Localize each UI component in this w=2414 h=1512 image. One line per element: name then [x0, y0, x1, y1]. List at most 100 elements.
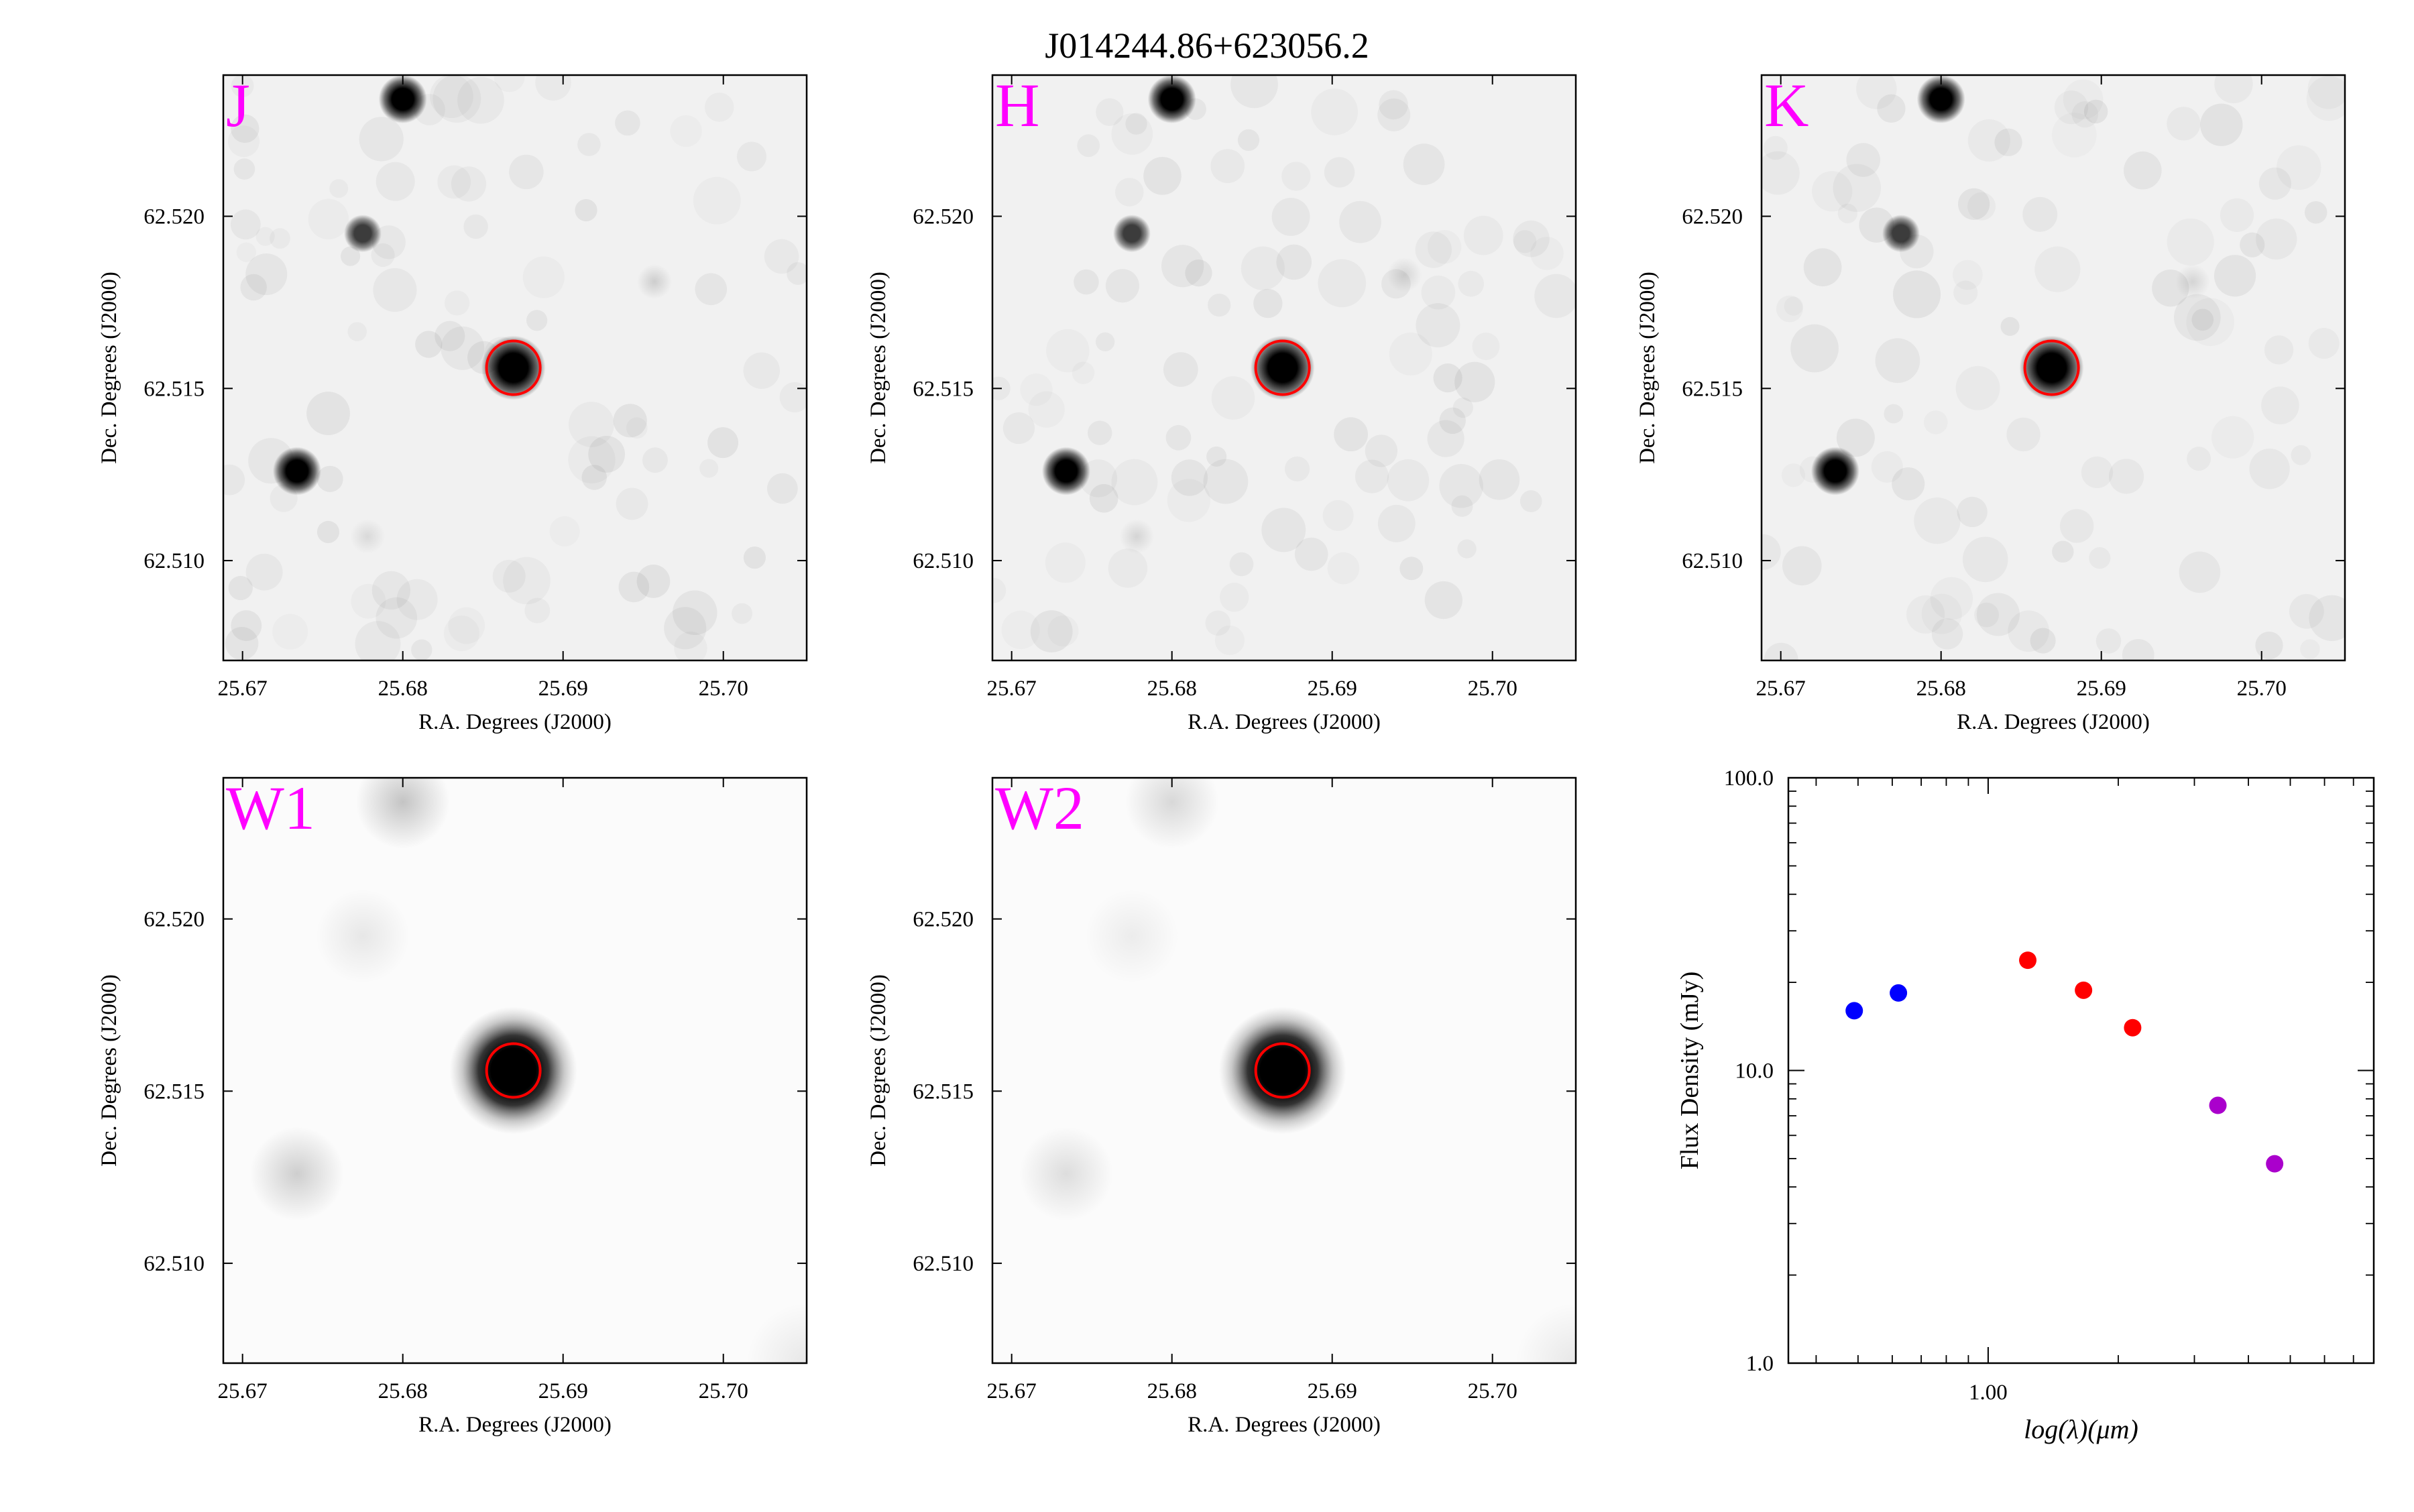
- noise-blotch: [2200, 103, 2243, 146]
- noise-blotch: [1087, 420, 1112, 445]
- noise-blotch: [1339, 200, 1381, 243]
- source: [449, 1006, 577, 1135]
- noise-blotch: [1089, 483, 1118, 513]
- noise-blotch: [526, 310, 548, 331]
- y-tick-label: 62.520: [913, 205, 974, 229]
- source: [1019, 1126, 1113, 1221]
- y-tick-label: 62.515: [913, 377, 974, 401]
- noise-blotch: [1205, 610, 1230, 636]
- y-axis-label: Dec. Degrees (J2000): [866, 974, 890, 1167]
- noise-blotch: [615, 110, 640, 136]
- y-tick-label: 62.520: [143, 205, 205, 229]
- noise-blotch: [225, 626, 259, 660]
- noise-blotch: [1846, 143, 1881, 177]
- noise-blotch: [2108, 459, 2144, 494]
- noise-blotch: [616, 487, 648, 520]
- noise-blotch: [1105, 269, 1139, 303]
- noise-blotch: [2249, 449, 2289, 489]
- noise-blotch: [1457, 539, 1476, 558]
- sed-chart: 100.0 10.0 1.0 1.00 log(λ)(μm) Flux Density (…: [1676, 766, 2375, 1444]
- sed-series-0: [1845, 984, 1908, 1020]
- noise-blotch: [1210, 149, 1245, 183]
- noise-blotch: [1513, 230, 1536, 253]
- sed-point: [2019, 951, 2037, 970]
- noise-blotch: [1111, 459, 1157, 506]
- noise-blotch: [1424, 581, 1462, 620]
- y-tick-label: 62.510: [913, 1252, 974, 1276]
- x-axis-label: R.A. Degrees (J2000): [1188, 1413, 1381, 1437]
- noise-blotch: [1002, 412, 1035, 445]
- noise-blotch: [1030, 610, 1073, 653]
- x-tick-label: 25.68: [1147, 1379, 1197, 1403]
- noise-blotch: [1237, 129, 1260, 152]
- band-label: H: [995, 71, 1039, 139]
- noise-blotch: [2211, 416, 2254, 459]
- noise-blotch: [445, 290, 469, 315]
- noise-blotch: [2072, 101, 2099, 128]
- noise-blotch: [535, 65, 571, 101]
- y-tick-label: 100.0: [1724, 766, 1774, 791]
- noise-blotch: [1782, 546, 1822, 586]
- noise-blotch: [230, 209, 261, 240]
- noise-blotch: [2191, 308, 2214, 331]
- y-tick-label: 1.0: [1746, 1352, 1774, 1376]
- noise-blotch: [1229, 552, 1254, 577]
- noise-blotch: [435, 321, 465, 351]
- noise-blotch: [1253, 288, 1283, 318]
- noise-blotch: [1838, 204, 1857, 223]
- noise-blotch: [441, 326, 485, 370]
- noise-blotch: [1163, 352, 1198, 388]
- noise-blotch: [1115, 178, 1144, 207]
- noise-blotch: [223, 464, 245, 496]
- noise-blotch: [2187, 447, 2211, 471]
- noise-blotch: [1452, 397, 1473, 418]
- noise-blotch: [707, 427, 739, 459]
- noise-blotch: [1045, 542, 1086, 583]
- noise-blotch: [1472, 333, 1499, 360]
- noise-blotch: [1872, 451, 1903, 483]
- noise-blotch: [736, 141, 767, 172]
- noise-blotch: [1439, 407, 1466, 434]
- noise-blotch: [2060, 509, 2093, 542]
- image-panels: J 25.67 25.68 25.69 25.70 62.520 62.515 62.510 R…: [97, 65, 2350, 1437]
- target-circle: [1254, 339, 1311, 396]
- noise-blotch: [1171, 459, 1208, 496]
- target-circle: [485, 339, 542, 396]
- noise-blotch: [575, 198, 597, 222]
- x-tick-label: 25.69: [2077, 677, 2126, 701]
- noise-blotch: [1165, 424, 1192, 451]
- noise-blotch: [705, 93, 734, 122]
- noise-blotch: [2309, 328, 2340, 359]
- noise-blotch: [351, 584, 386, 619]
- image-panel-h: H 25.67 25.68 25.69 25.70 62.520 62.515 62.510 R…: [866, 71, 1577, 734]
- noise-blotch: [2255, 631, 2283, 660]
- band-label: W2: [995, 774, 1084, 842]
- noise-blotch: [618, 571, 650, 603]
- source: [1916, 75, 1965, 123]
- noise-blotch: [1377, 98, 1411, 131]
- noise-blotch: [1212, 376, 1255, 420]
- noise-blotch: [376, 597, 418, 639]
- noise-blotch: [1953, 280, 1977, 304]
- noise-blotch: [550, 516, 580, 546]
- source: [350, 519, 386, 555]
- source: [1119, 519, 1155, 555]
- noise-blotch: [2308, 68, 2350, 109]
- target-circle: [1254, 1042, 1311, 1099]
- source: [343, 215, 382, 253]
- noise-blotch: [444, 616, 479, 651]
- noise-blotch: [1762, 534, 1781, 570]
- noise-blotch: [231, 114, 260, 143]
- band-label: W1: [226, 774, 315, 842]
- noise-blotch: [1534, 274, 1576, 318]
- noise-blotch: [1906, 595, 1945, 634]
- noise-blotch: [2030, 628, 2056, 654]
- noise-blotch: [2309, 595, 2345, 641]
- noise-blotch: [1931, 618, 1963, 650]
- x-tick-label: 25.68: [1147, 677, 1197, 701]
- noise-blotch: [1096, 99, 1123, 126]
- noise-blotch: [1387, 459, 1430, 502]
- x-tick-label: 25.69: [1308, 677, 1357, 701]
- x-tick-label: 25.69: [538, 677, 588, 701]
